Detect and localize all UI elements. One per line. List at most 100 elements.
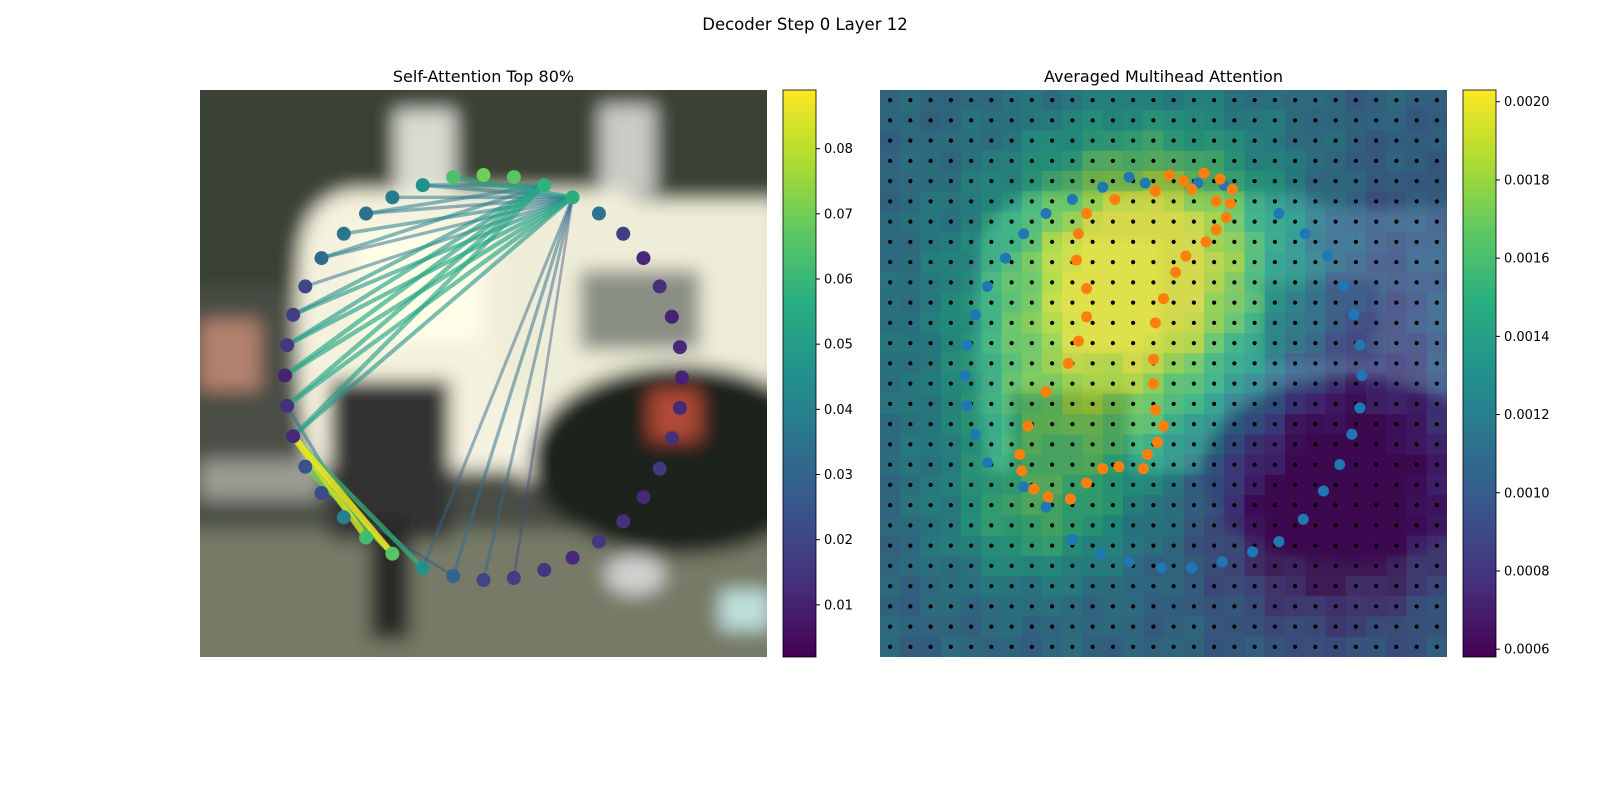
grid-dot bbox=[948, 644, 953, 649]
grid-dot bbox=[1050, 401, 1055, 406]
blue-keypoint bbox=[981, 280, 993, 292]
grid-dot bbox=[1394, 503, 1399, 508]
grid-dot bbox=[1252, 199, 1257, 204]
orange-keypoint bbox=[1226, 183, 1238, 195]
grid-dot bbox=[1191, 98, 1196, 103]
grid-dot bbox=[1414, 239, 1419, 244]
query-point bbox=[314, 251, 329, 266]
grid-dot bbox=[928, 179, 933, 184]
grid-dot bbox=[1272, 584, 1277, 589]
grid-dot bbox=[1110, 401, 1115, 406]
grid-dot bbox=[1252, 563, 1257, 568]
grid-dot bbox=[1434, 260, 1439, 265]
grid-dot bbox=[928, 563, 933, 568]
grid-dot bbox=[1171, 341, 1176, 346]
grid-dot bbox=[1353, 543, 1358, 548]
grid-dot bbox=[1090, 543, 1095, 548]
grid-dot bbox=[1191, 523, 1196, 528]
grid-dot bbox=[1374, 604, 1379, 609]
grid-dot bbox=[969, 158, 974, 163]
grid-dot bbox=[1394, 280, 1399, 285]
grid-dot bbox=[1374, 422, 1379, 427]
blue-keypoint bbox=[981, 457, 993, 469]
blue-keypoint bbox=[1354, 339, 1366, 351]
grid-dot bbox=[1070, 462, 1075, 467]
grid-dot bbox=[969, 563, 974, 568]
grid-dot bbox=[1434, 280, 1439, 285]
grid-dot bbox=[1029, 624, 1034, 629]
grid-dot bbox=[948, 239, 953, 244]
grid-dot bbox=[948, 320, 953, 325]
grid-dot bbox=[1232, 320, 1237, 325]
grid-dot bbox=[928, 422, 933, 427]
grid-dot bbox=[928, 138, 933, 143]
grid-dot bbox=[1434, 462, 1439, 467]
grid-dot bbox=[1252, 381, 1257, 386]
grid-dot bbox=[1333, 543, 1338, 548]
grid-dot bbox=[1009, 98, 1014, 103]
grid-dot bbox=[888, 239, 893, 244]
grid-dot bbox=[1313, 644, 1318, 649]
grid-dot bbox=[1374, 260, 1379, 265]
grid-dot bbox=[1191, 341, 1196, 346]
grid-dot bbox=[1313, 199, 1318, 204]
colorbar-tick-label: 0.0016 bbox=[1504, 252, 1550, 267]
grid-dot bbox=[888, 280, 893, 285]
grid-dot bbox=[989, 118, 994, 123]
grid-dot bbox=[1252, 158, 1257, 163]
colorbar-gradient bbox=[1462, 89, 1497, 658]
colorbar-tick-label: 0.07 bbox=[824, 207, 853, 222]
orange-keypoint bbox=[1028, 483, 1040, 495]
grid-dot bbox=[948, 138, 953, 143]
grid-dot bbox=[1050, 563, 1055, 568]
grid-dot bbox=[1313, 219, 1318, 224]
grid-dot bbox=[989, 199, 994, 204]
grid-dot bbox=[1050, 138, 1055, 143]
grid-dot bbox=[1050, 239, 1055, 244]
grid-dot bbox=[1414, 138, 1419, 143]
grid-dot bbox=[1151, 300, 1156, 305]
grid-dot bbox=[1293, 604, 1298, 609]
grid-dot bbox=[908, 199, 913, 204]
grid-dot bbox=[1191, 320, 1196, 325]
grid-dot bbox=[1191, 118, 1196, 123]
self-attention-panel: Self-Attention Top 80% bbox=[200, 67, 853, 658]
grid-dot bbox=[1313, 239, 1318, 244]
grid-dot bbox=[1232, 219, 1237, 224]
grid-dot bbox=[1151, 158, 1156, 163]
orange-keypoint bbox=[1113, 461, 1125, 473]
grid-dot bbox=[1232, 280, 1237, 285]
grid-dot bbox=[1131, 341, 1136, 346]
grid-dot bbox=[1394, 523, 1399, 528]
query-point bbox=[616, 514, 631, 529]
grid-dot bbox=[908, 462, 913, 467]
grid-dot bbox=[888, 320, 893, 325]
grid-dot bbox=[1394, 341, 1399, 346]
grid-dot bbox=[969, 280, 974, 285]
grid-dot bbox=[1110, 624, 1115, 629]
grid-dot bbox=[1232, 401, 1237, 406]
grid-dot bbox=[1353, 584, 1358, 589]
grid-dot bbox=[1333, 158, 1338, 163]
grid-dot bbox=[1212, 280, 1217, 285]
grid-dot bbox=[1212, 381, 1217, 386]
grid-dot bbox=[1353, 320, 1358, 325]
grid-dot bbox=[1333, 584, 1338, 589]
grid-dot bbox=[1050, 219, 1055, 224]
grid-dot bbox=[969, 482, 974, 487]
grid-dot bbox=[1090, 462, 1095, 467]
orange-keypoint bbox=[1062, 357, 1074, 369]
grid-dot bbox=[1313, 482, 1318, 487]
grid-dot bbox=[1414, 604, 1419, 609]
grid-dot bbox=[1293, 138, 1298, 143]
grid-dot bbox=[1394, 563, 1399, 568]
grid-dot bbox=[1070, 179, 1075, 184]
grid-dot bbox=[969, 442, 974, 447]
query-point bbox=[636, 251, 651, 266]
grid-dot bbox=[1191, 624, 1196, 629]
grid-dot bbox=[1232, 523, 1237, 528]
grid-dot bbox=[1232, 543, 1237, 548]
grid-dot bbox=[1029, 179, 1034, 184]
grid-dot bbox=[1050, 422, 1055, 427]
orange-keypoint bbox=[1064, 493, 1076, 505]
